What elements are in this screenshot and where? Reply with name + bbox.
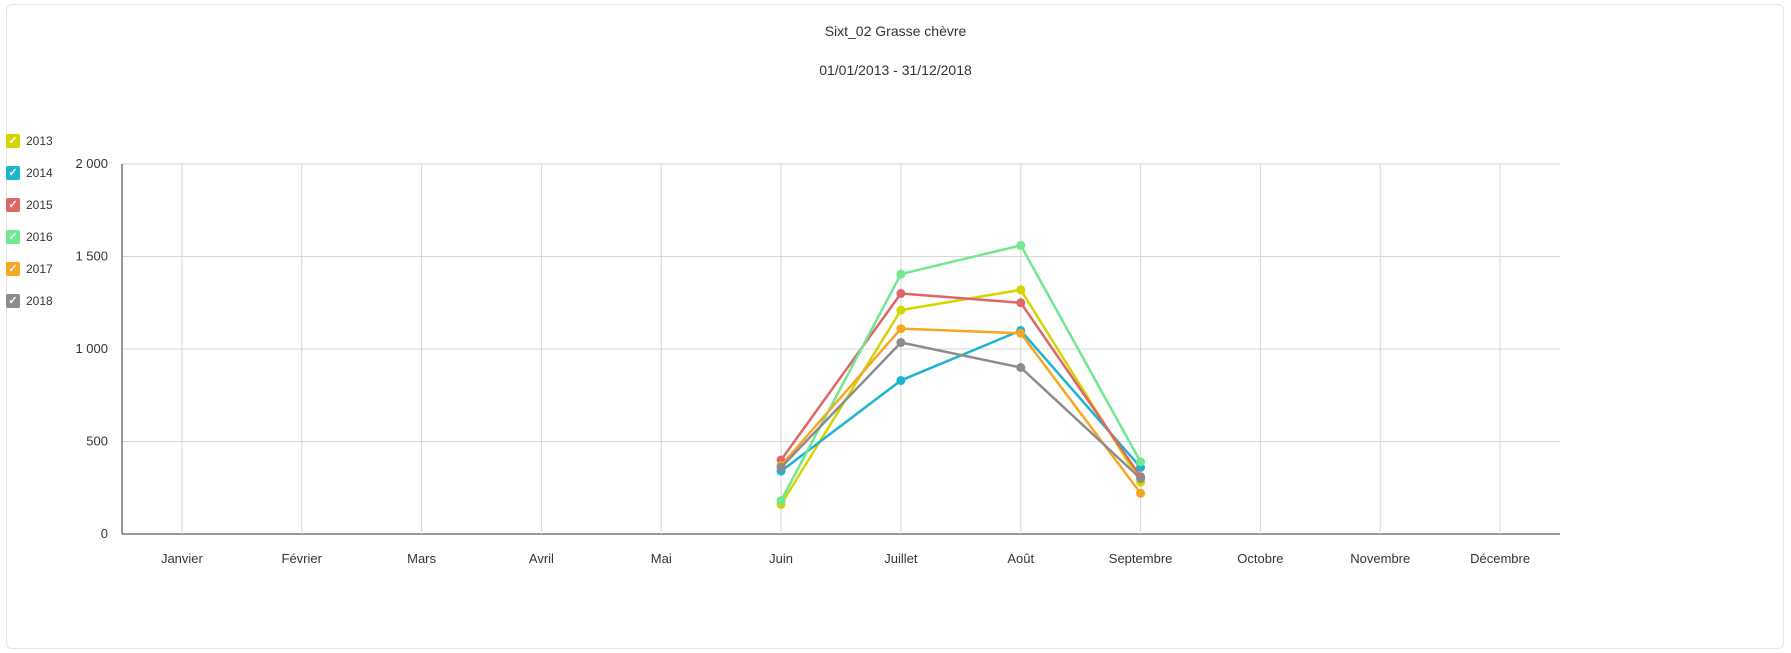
series-line-2015[interactable] [780, 292, 1142, 478]
data-point-2013[interactable] [896, 305, 906, 315]
x-tick-label: Décembre [1470, 551, 1530, 566]
data-point-2018[interactable] [776, 462, 786, 472]
legend-item-2018[interactable]: ✓ 2018 [6, 285, 53, 317]
x-tick-label: Octobre [1237, 551, 1283, 566]
data-point-2018[interactable] [1136, 474, 1146, 483]
legend-item-2013[interactable]: ✓ 2013 [6, 125, 53, 157]
legend-label: 2014 [26, 166, 53, 180]
legend-item-2014[interactable]: ✓ 2014 [6, 157, 53, 189]
data-point-2016[interactable] [1136, 457, 1146, 467]
chart-title: Sixt_02 Grasse chèvre [824, 23, 967, 39]
x-tick-label: Juillet [884, 551, 918, 566]
x-tick-label: Janvier [161, 551, 204, 566]
legend-label: 2017 [26, 262, 53, 276]
legend-label: 2018 [26, 294, 53, 308]
data-point-2015[interactable] [896, 289, 906, 298]
data-point-2018[interactable] [896, 338, 906, 348]
data-point-2016[interactable] [1016, 240, 1026, 250]
series-line-2018[interactable] [780, 341, 1142, 480]
data-point-2017[interactable] [1136, 488, 1146, 498]
legend-label: 2015 [26, 198, 53, 212]
checkbox-checked-icon[interactable]: ✓ [6, 262, 20, 276]
y-tick-label: 1 000 [75, 341, 108, 356]
y-tick-label: 500 [86, 434, 108, 449]
data-point-2018[interactable] [1016, 363, 1026, 372]
data-point-2016[interactable] [896, 269, 906, 279]
data-point-2016[interactable] [776, 496, 786, 506]
legend-item-2016[interactable]: ✓ 2016 [6, 221, 53, 253]
y-tick-label: 0 [101, 526, 108, 541]
checkbox-checked-icon[interactable]: ✓ [6, 134, 20, 148]
checkbox-checked-icon[interactable]: ✓ [6, 166, 20, 180]
y-tick-label: 1 500 [75, 249, 108, 264]
series-line-2013[interactable] [780, 288, 1142, 506]
x-tick-label: Novembre [1350, 551, 1410, 566]
x-tick-label: Juin [769, 551, 793, 566]
checkbox-checked-icon[interactable]: ✓ [6, 294, 20, 308]
legend: ✓ 2013 ✓ 2014 ✓ 2015 ✓ 2016 ✓ 2017 ✓ 2018 [6, 125, 53, 317]
series-line-2016[interactable] [779, 244, 1142, 502]
legend-label: 2016 [26, 230, 53, 244]
chart-subtitle: 01/01/2013 - 31/12/2018 [819, 62, 972, 78]
x-tick-label: Mai [651, 551, 672, 566]
x-tick-label: Août [1007, 551, 1034, 566]
data-point-2015[interactable] [1016, 298, 1026, 308]
data-point-2013[interactable] [1016, 285, 1026, 295]
x-tick-label: Mars [407, 551, 436, 566]
y-tick-label: 2 000 [75, 156, 108, 171]
x-tick-label: Février [282, 551, 323, 566]
x-tick-label: Avril [529, 551, 554, 566]
series-line-2017[interactable] [780, 327, 1142, 495]
checkbox-checked-icon[interactable]: ✓ [6, 230, 20, 244]
chart-container [6, 4, 1784, 649]
checkbox-checked-icon[interactable]: ✓ [6, 198, 20, 212]
legend-label: 2013 [26, 134, 53, 148]
x-tick-label: Septembre [1109, 551, 1173, 566]
data-point-2017[interactable] [1016, 328, 1026, 338]
legend-item-2015[interactable]: ✓ 2015 [6, 189, 53, 221]
data-point-2017[interactable] [896, 324, 906, 334]
legend-item-2017[interactable]: ✓ 2017 [6, 253, 53, 285]
data-point-2014[interactable] [896, 375, 906, 385]
